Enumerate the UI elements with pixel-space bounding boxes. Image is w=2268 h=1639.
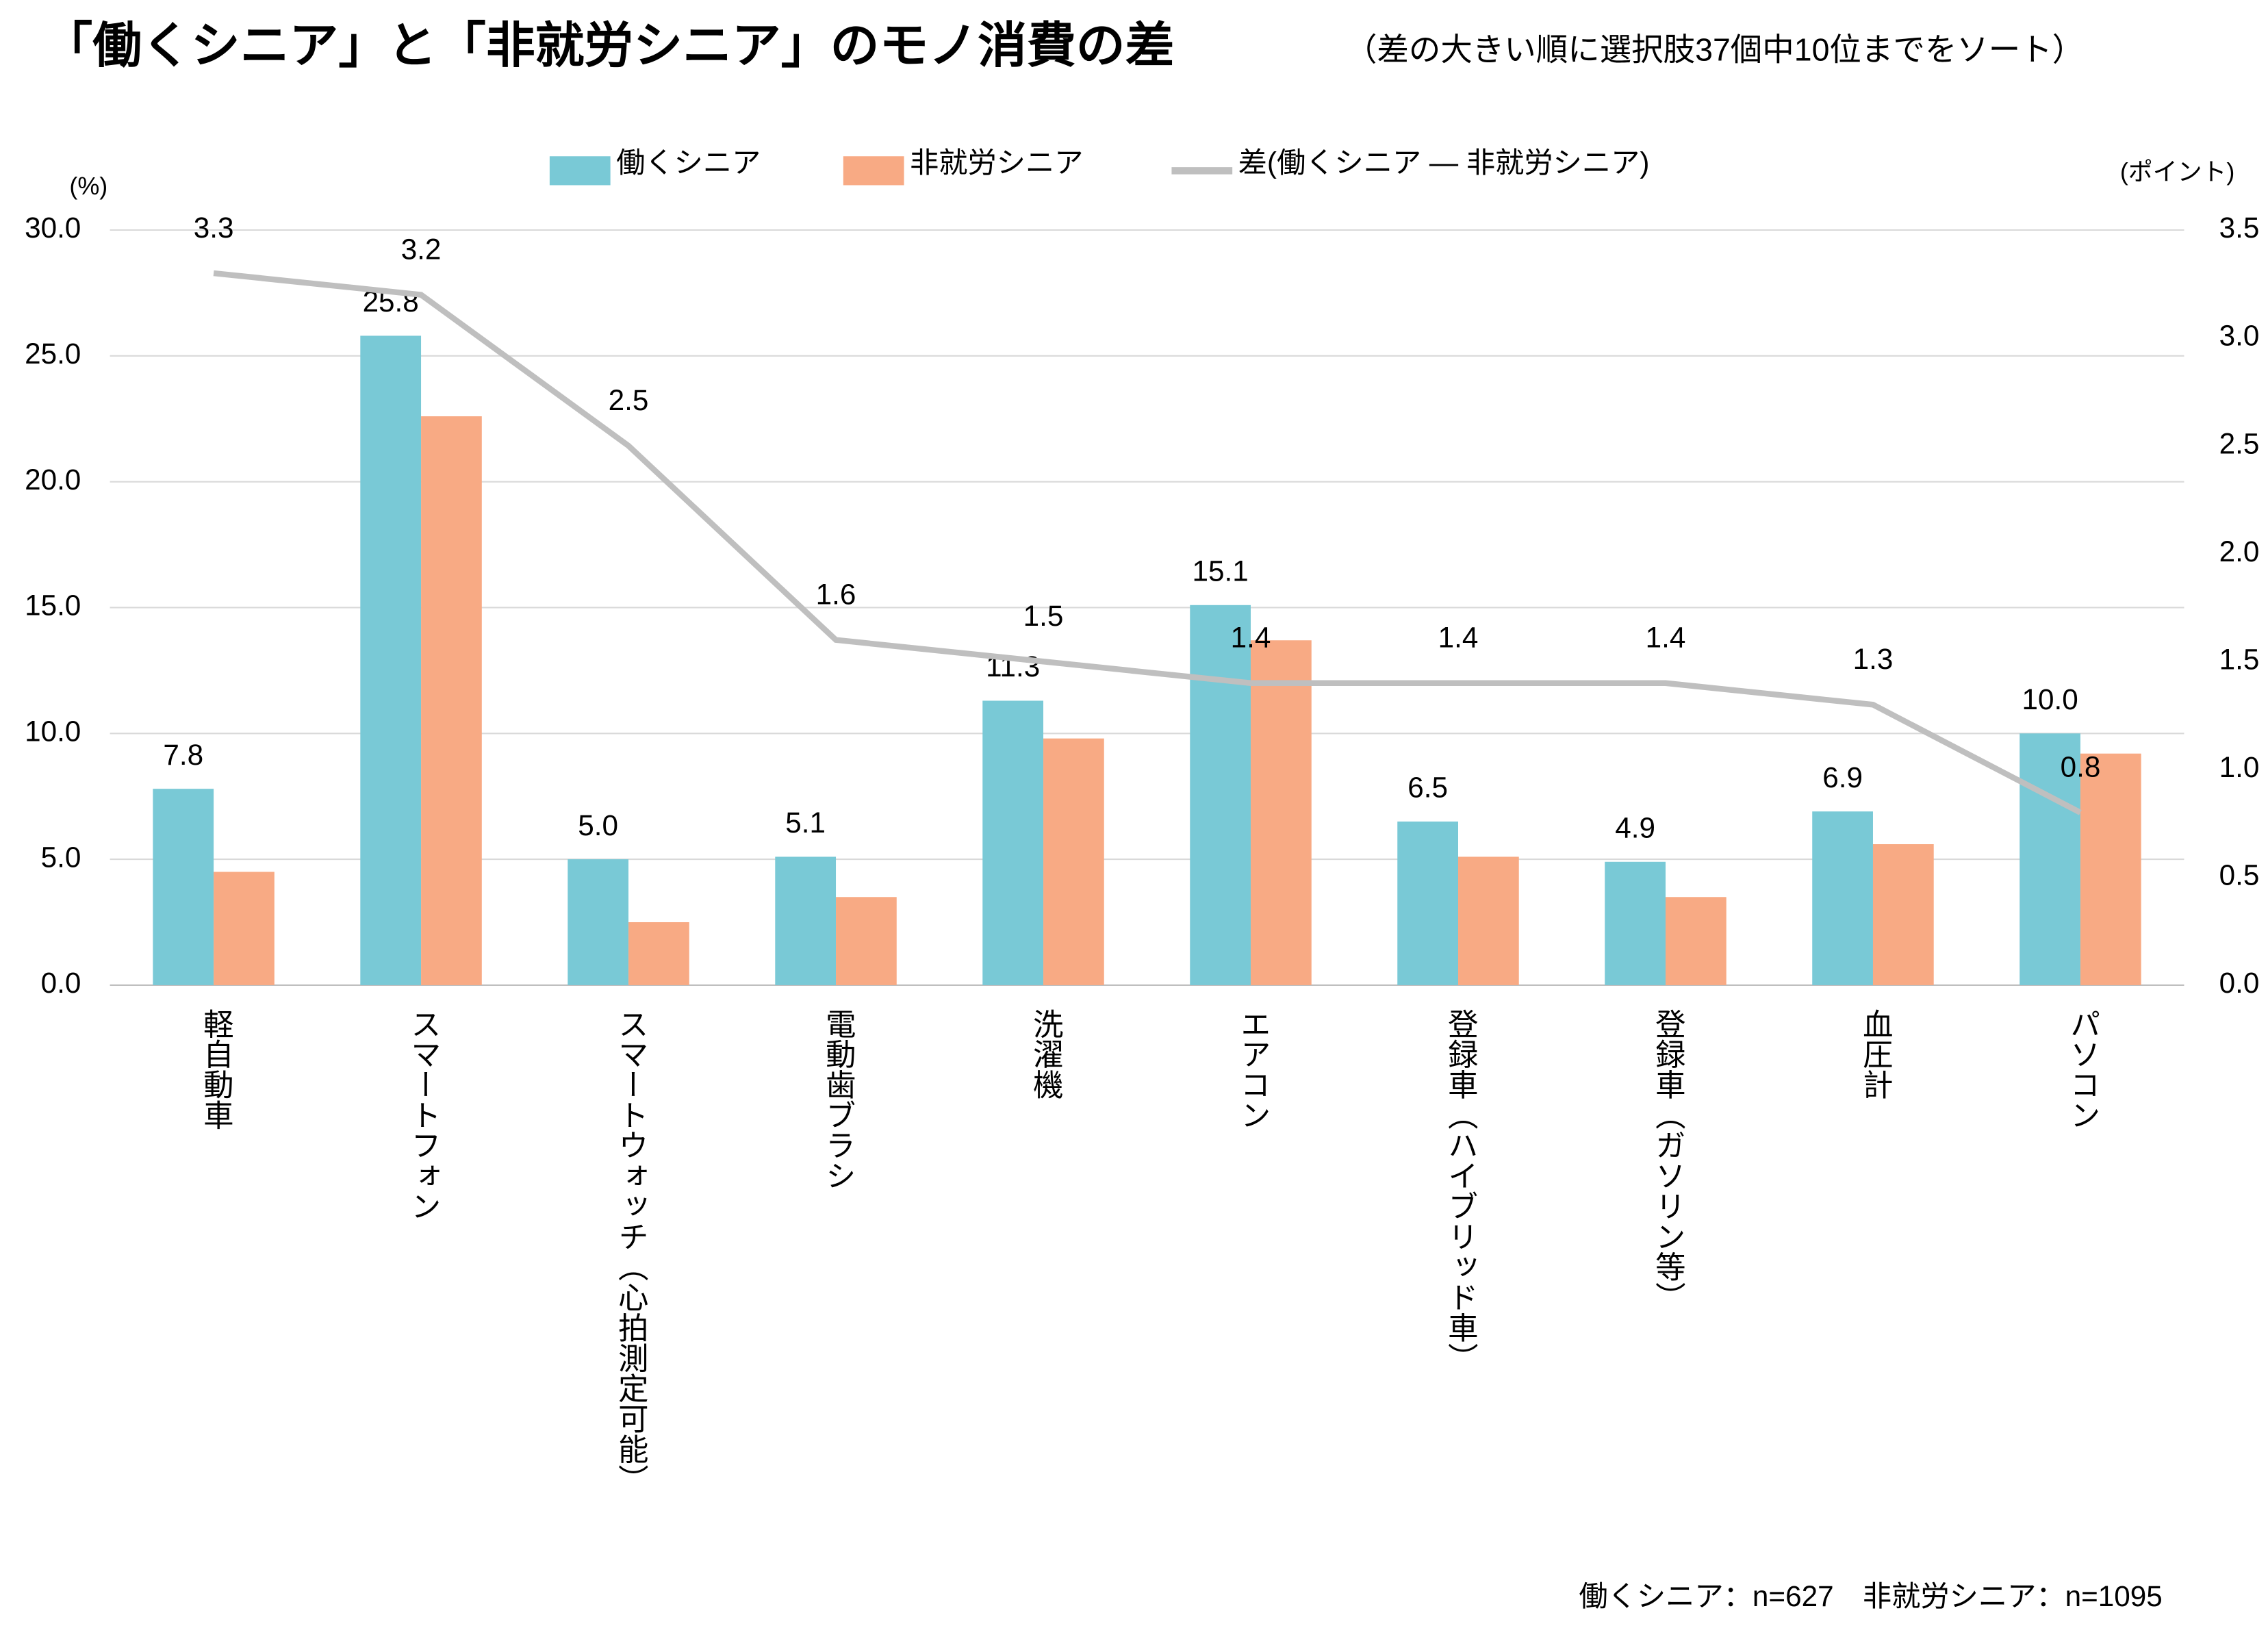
- data-label: 5.0: [578, 809, 618, 841]
- line-label: 2.5: [609, 384, 649, 416]
- bar: [628, 922, 689, 985]
- bar: [1457, 856, 1519, 985]
- line-label: 0.8: [2061, 751, 2101, 783]
- y-axis-unit: (%): [69, 172, 107, 200]
- bar: [214, 872, 275, 985]
- data-label: 4.9: [1615, 811, 1655, 843]
- chart-title: 「働くシニア」と「非就労シニア」のモノ消費の差: [43, 18, 1174, 73]
- x-tick-label: 電動歯ブラシ: [821, 1008, 855, 1191]
- line-label: 1.3: [1853, 643, 1894, 675]
- bar: [2080, 753, 2141, 985]
- y-tick-label: 5.0: [41, 841, 81, 873]
- bar: [153, 789, 214, 985]
- legend-label: 非就労シニア: [910, 147, 1084, 179]
- y-tick-label: 10.0: [25, 715, 81, 747]
- legend-label: 差(働くシニア ― 非就労シニア): [1238, 147, 1650, 179]
- x-tick-label: パソコン: [2065, 1008, 2099, 1130]
- bar: [1665, 897, 1727, 985]
- bar: [568, 859, 629, 985]
- data-label: 10.0: [2022, 683, 2078, 715]
- y2-tick-label: 3.5: [2219, 212, 2260, 244]
- line-label: 1.4: [1231, 622, 1271, 654]
- bar: [1605, 861, 1666, 985]
- line-series: [213, 270, 2082, 815]
- x-tick-label: 洗濯機: [1028, 1008, 1062, 1100]
- bar: [982, 700, 1044, 985]
- y2-tick-label: 2.0: [2219, 535, 2260, 568]
- x-tick-label: スマートウォッチ（心拍測定可能）: [613, 1008, 648, 1495]
- bar: [421, 416, 482, 985]
- bar: [360, 335, 422, 985]
- legend-label: 働くシニア: [616, 147, 761, 179]
- bar: [1812, 811, 1873, 985]
- y2-axis-unit: (ポイント): [2120, 157, 2235, 186]
- data-label: 7.8: [163, 739, 203, 771]
- line-label: 1.6: [816, 579, 856, 611]
- x-tick-label: 血圧計: [1858, 1008, 1892, 1100]
- x-tick-label: 登録車（ハイブリッド車）: [1443, 1008, 1477, 1373]
- bar: [1043, 738, 1104, 985]
- y2-tick-label: 1.5: [2219, 643, 2260, 675]
- x-tick-label: 軽自動車: [199, 1008, 233, 1130]
- data-label: 6.5: [1407, 772, 1448, 804]
- bar: [1872, 844, 1934, 985]
- y2-tick-label: 1.0: [2219, 751, 2260, 783]
- line-label: 3.2: [401, 233, 442, 265]
- legend-marker: [549, 156, 611, 186]
- data-label: 5.1: [785, 806, 826, 839]
- y2-tick-label: 0.0: [2219, 967, 2260, 999]
- x-tick-label: スマートフォン: [406, 1008, 439, 1221]
- line-label: 1.4: [1438, 622, 1479, 654]
- x-tick-label: エアコン: [1236, 1008, 1269, 1130]
- bar: [1397, 821, 1458, 985]
- data-label: 15.1: [1193, 555, 1249, 587]
- data-label: 6.9: [1822, 761, 1863, 793]
- bar: [1190, 605, 1251, 985]
- y-tick-label: 30.0: [25, 212, 81, 244]
- legend-marker: [843, 156, 904, 186]
- y-tick-label: 0.0: [41, 967, 81, 999]
- y2-tick-label: 0.5: [2219, 859, 2260, 891]
- line-label: 3.3: [194, 212, 234, 244]
- note: 働くシニア：n=627 非就労シニア：n=1095: [1579, 1580, 2162, 1612]
- bar: [2019, 733, 2080, 985]
- y2-tick-label: 2.5: [2219, 427, 2260, 459]
- bar: [775, 856, 837, 985]
- bar: [1251, 640, 1312, 985]
- x-tick-label: 登録車（ガソリン等）: [1651, 1008, 1685, 1312]
- bar: [836, 897, 897, 985]
- y-tick-label: 25.0: [25, 338, 81, 370]
- y2-tick-label: 3.0: [2219, 320, 2260, 352]
- chart-subtitle: （差の大きい順に選択肢37個中10位までをソート）: [1345, 31, 2084, 67]
- line-label: 1.5: [1023, 600, 1064, 632]
- y-tick-label: 20.0: [25, 463, 81, 496]
- line-label: 1.4: [1646, 622, 1686, 654]
- y-tick-label: 15.0: [25, 589, 81, 622]
